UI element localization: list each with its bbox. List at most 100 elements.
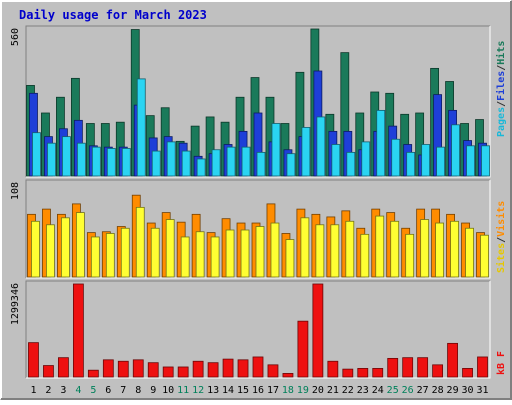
bar-pages-day-11 <box>181 150 191 177</box>
bar-pages-day-3 <box>62 136 71 177</box>
right-label-pages-files-hits-part-4: Hits <box>495 41 507 65</box>
bar-kb-f-day-7 <box>117 360 129 378</box>
bar-pages-day-21 <box>331 144 341 177</box>
bar-pages-day-30 <box>466 145 475 177</box>
bar-sites-day-8 <box>135 206 145 278</box>
x-tick-label-day-3: 3 <box>60 385 66 396</box>
bar-sites-day-14 <box>225 229 235 278</box>
bar-pages-day-9 <box>151 150 161 177</box>
bar-sites-day-2 <box>46 224 55 278</box>
x-tick-label-day-26: 26 <box>402 385 414 396</box>
bar-pages-day-6 <box>106 148 116 177</box>
bar-kb-f-day-27 <box>417 357 429 378</box>
bar-kb-f-day-23 <box>357 368 369 378</box>
bar-kb-f-day-18 <box>282 373 294 378</box>
x-tick-label-day-21: 21 <box>327 385 339 396</box>
bar-kb-f-day-16 <box>252 356 264 378</box>
bar-sites-day-10 <box>165 219 175 278</box>
panel-visits-max-label: 108 <box>10 182 21 200</box>
x-tick-label-day-6: 6 <box>105 385 111 396</box>
right-label-pages-files-hits: Pages/Files/Hits <box>495 41 507 137</box>
bar-sites-day-4 <box>75 212 85 278</box>
x-tick-label-day-19: 19 <box>297 385 309 396</box>
bar-kb-f-day-30 <box>462 368 473 378</box>
bar-pages-day-25 <box>391 138 401 177</box>
bar-sites-day-7 <box>120 227 130 278</box>
bar-sites-day-21 <box>330 224 340 278</box>
x-tick-label-day-30: 30 <box>462 385 474 396</box>
panel-hits: 560 <box>10 25 491 178</box>
bar-sites-day-28 <box>435 222 445 278</box>
bar-pages-day-7 <box>121 148 131 177</box>
bar-kb-f-day-4 <box>72 283 84 378</box>
bar-sites-day-24 <box>375 215 385 278</box>
chart-title: Daily usage for March 2023 <box>19 8 207 22</box>
bar-kb-f-day-22 <box>342 368 354 378</box>
panel-kbytes-shadow-edge <box>25 280 490 378</box>
x-tick-label-day-18: 18 <box>282 385 294 396</box>
bar-kb-f-day-3 <box>58 357 69 378</box>
bar-kb-f-day-5 <box>87 369 99 378</box>
bar-sites-day-5 <box>90 236 100 278</box>
bar-pages-day-23 <box>361 141 371 177</box>
x-tick-label-day-24: 24 <box>372 385 384 396</box>
bar-sites-day-13 <box>210 236 220 278</box>
bar-sites-day-20 <box>315 224 325 278</box>
bar-sites-day-18 <box>285 239 295 278</box>
x-tick-label-day-5: 5 <box>90 385 96 396</box>
bar-pages-day-29 <box>451 124 460 177</box>
bar-kb-f-day-1 <box>28 342 39 378</box>
bar-kb-f-day-11 <box>177 366 189 378</box>
bar-kb-f-day-31 <box>477 356 488 378</box>
series-pages <box>32 78 490 177</box>
bar-kb-f-day-15 <box>237 359 249 378</box>
bar-sites-day-12 <box>195 231 205 278</box>
bar-pages-day-4 <box>76 142 86 177</box>
panel-kbytes-max-label: 1299346 <box>10 283 21 325</box>
bar-pages-day-28 <box>436 146 446 177</box>
panel-visits-light-edge <box>26 180 491 279</box>
right-label-sites-visits-part-0: Sites <box>495 243 507 273</box>
bar-sites-day-31 <box>480 234 489 278</box>
bar-kb-f-day-21 <box>327 360 339 378</box>
right-label-pages-files-hits-part-2: Files <box>495 71 507 101</box>
bar-kb-f-day-17 <box>267 364 279 378</box>
x-tick-label-day-22: 22 <box>342 385 354 396</box>
bar-pages-day-2 <box>47 142 56 177</box>
bar-kb-f-day-10 <box>162 366 174 378</box>
bar-kb-f-day-8 <box>132 359 144 378</box>
right-label-kbf: kB F <box>496 351 507 375</box>
bar-pages-day-27 <box>421 144 431 177</box>
bar-sites-day-15 <box>240 229 250 278</box>
x-tick-label-day-27: 27 <box>417 385 429 396</box>
bar-sites-day-19 <box>300 217 310 278</box>
bar-pages-day-18 <box>286 153 296 177</box>
panel-visits: 108 <box>10 179 491 279</box>
bar-sites-day-22 <box>345 220 355 278</box>
bar-sites-day-3 <box>61 217 70 278</box>
series-kb-f <box>28 283 488 378</box>
series-sites <box>31 206 489 278</box>
bar-pages-day-20 <box>316 116 326 177</box>
panel-visits-shadow-edge <box>25 179 490 278</box>
bar-kb-f-day-19 <box>297 320 309 378</box>
x-tick-label-day-11: 11 <box>177 385 189 396</box>
right-label-pages-files-hits-part-1: / <box>496 101 507 107</box>
bar-sites-day-16 <box>255 226 265 278</box>
x-tick-label-day-15: 15 <box>237 385 249 396</box>
right-label-sites-visits-part-2: Visits <box>495 201 507 237</box>
x-tick-label-day-8: 8 <box>135 385 141 396</box>
x-tick-label-day-23: 23 <box>357 385 369 396</box>
bar-kb-f-day-2 <box>43 365 54 378</box>
x-tick-label-day-16: 16 <box>252 385 264 396</box>
bar-pages-day-8 <box>136 78 146 177</box>
bar-pages-day-17 <box>271 123 281 177</box>
bar-kb-f-day-28 <box>432 364 444 378</box>
x-tick-label-day-7: 7 <box>120 385 126 396</box>
bar-kb-f-day-9 <box>147 362 159 378</box>
x-tick-label-day-4: 4 <box>75 385 81 396</box>
